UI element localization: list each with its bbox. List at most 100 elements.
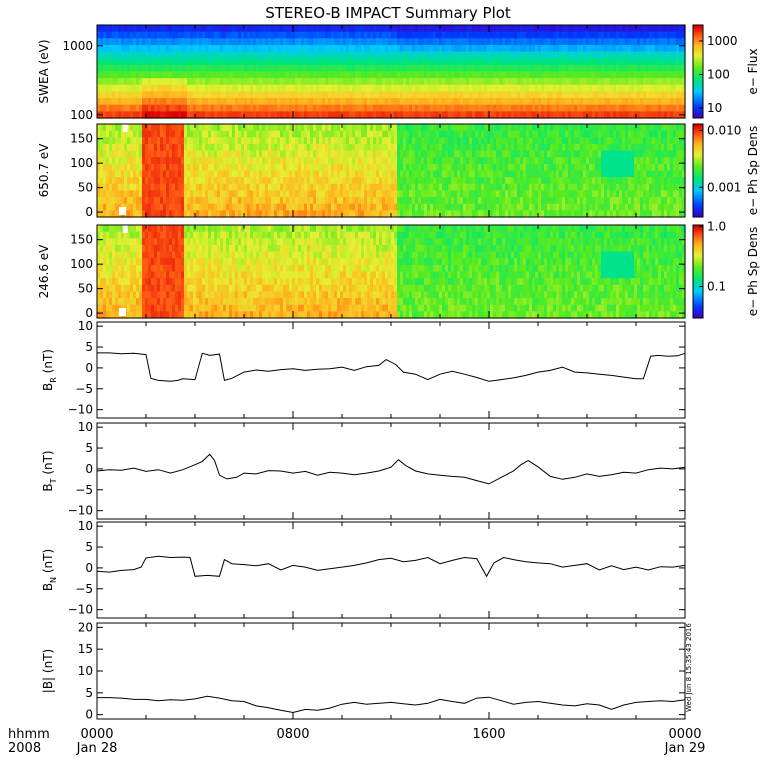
heatmap-cell — [238, 98, 242, 106]
heatmap-cell — [280, 124, 284, 132]
heatmap-cell — [157, 203, 161, 211]
heatmap-cell — [163, 111, 167, 119]
heatmap-cell — [592, 44, 596, 53]
heatmap-cell — [142, 130, 146, 138]
heatmap-cell — [442, 71, 446, 79]
heatmap-cell — [121, 143, 125, 152]
heatmap-cell — [133, 58, 137, 66]
heatmap-cell — [274, 44, 278, 53]
heatmap-cell — [202, 84, 206, 93]
heatmap-cell — [208, 190, 212, 198]
heatmap-cell — [244, 71, 248, 79]
heatmap-cell — [583, 51, 587, 59]
heatmap-cell — [394, 31, 398, 39]
heatmap-cell — [667, 91, 671, 99]
heatmap-cell — [577, 44, 581, 53]
heatmap-cell — [103, 51, 107, 59]
heatmap-cell — [103, 130, 107, 138]
heatmap-cell — [559, 91, 563, 99]
heatmap-cell — [394, 25, 398, 33]
heatmap-cell — [178, 157, 182, 165]
heatmap-cell — [271, 31, 275, 39]
heatmap-cell — [433, 124, 437, 132]
heatmap-cell — [673, 38, 677, 46]
heatmap-cell — [526, 25, 530, 33]
heatmap-cell — [652, 31, 656, 39]
heatmap-cell — [451, 210, 455, 218]
heatmap-cell — [133, 44, 137, 53]
heatmap-cell — [667, 44, 671, 53]
heatmap-cell — [379, 38, 383, 46]
heatmap-cell — [319, 190, 323, 198]
heatmap-cell — [517, 51, 521, 59]
heatmap-cell — [517, 44, 521, 53]
heatmap-cell — [469, 58, 473, 66]
heatmap-cell — [202, 170, 206, 178]
heatmap-cell — [163, 183, 167, 192]
heatmap-cell — [475, 98, 479, 106]
heatmap-cell — [349, 124, 353, 132]
heatmap-cell — [304, 44, 308, 53]
heatmap-cell — [223, 163, 227, 172]
heatmap-cell — [283, 197, 287, 205]
heatmap-cell — [667, 78, 671, 86]
heatmap-cell — [226, 163, 230, 172]
heatmap-cell — [340, 64, 344, 73]
heatmap-cell — [385, 104, 389, 112]
heatmap-cell — [295, 71, 299, 79]
heatmap-cell — [484, 137, 488, 145]
heatmap-cell — [313, 64, 317, 73]
heatmap-cell — [526, 163, 530, 172]
heatmap-cell — [286, 51, 290, 59]
heatmap-cell — [514, 163, 518, 172]
heatmap-cell — [370, 157, 374, 165]
heatmap-cell — [451, 111, 455, 119]
heatmap-cell — [544, 197, 548, 205]
heatmap-cell — [457, 190, 461, 198]
heatmap-cell — [334, 111, 338, 119]
heatmap-cell — [670, 104, 674, 112]
heatmap-cell — [610, 98, 614, 106]
heatmap-cell — [178, 71, 182, 79]
heatmap-cell — [151, 98, 155, 106]
heatmap-cell — [475, 137, 479, 145]
heatmap-cell — [325, 91, 329, 99]
heatmap-cell — [556, 150, 560, 158]
heatmap-cell — [280, 111, 284, 119]
heatmap-cell — [475, 124, 479, 132]
heatmap-cell — [607, 84, 611, 93]
heatmap-cell — [253, 190, 257, 198]
heatmap-cell — [655, 25, 659, 33]
heatmap-cell — [481, 210, 485, 218]
heatmap-cell — [280, 203, 284, 211]
heatmap-cell — [538, 183, 542, 192]
heatmap-cell — [541, 170, 545, 178]
heatmap-cell — [460, 190, 464, 198]
heatmap-cell — [271, 58, 275, 66]
heatmap-cell — [439, 143, 443, 152]
heatmap-cell — [475, 38, 479, 46]
heatmap-cell — [106, 203, 110, 211]
heatmap-cell — [391, 84, 395, 93]
heatmap-cell — [247, 143, 251, 152]
heatmap-cell — [139, 58, 143, 66]
heatmap-cell — [475, 71, 479, 79]
heatmap-cell — [361, 157, 365, 165]
heatmap-cell — [121, 111, 125, 119]
heatmap-cell — [421, 203, 425, 211]
heatmap-cell — [490, 64, 494, 73]
heatmap-cell — [130, 111, 134, 119]
heatmap-cell — [427, 71, 431, 79]
heatmap-cell — [481, 31, 485, 39]
heatmap-cell — [139, 104, 143, 112]
heatmap-cell — [412, 183, 416, 192]
heatmap-cell — [391, 104, 395, 112]
heatmap-cell — [427, 130, 431, 138]
heatmap-cell — [481, 64, 485, 73]
heatmap-cell — [442, 84, 446, 93]
heatmap-cell — [202, 124, 206, 132]
heatmap-cell — [100, 84, 104, 93]
heatmap-cell — [556, 91, 560, 99]
heatmap-cell — [217, 210, 221, 218]
heatmap-cell — [628, 44, 632, 53]
